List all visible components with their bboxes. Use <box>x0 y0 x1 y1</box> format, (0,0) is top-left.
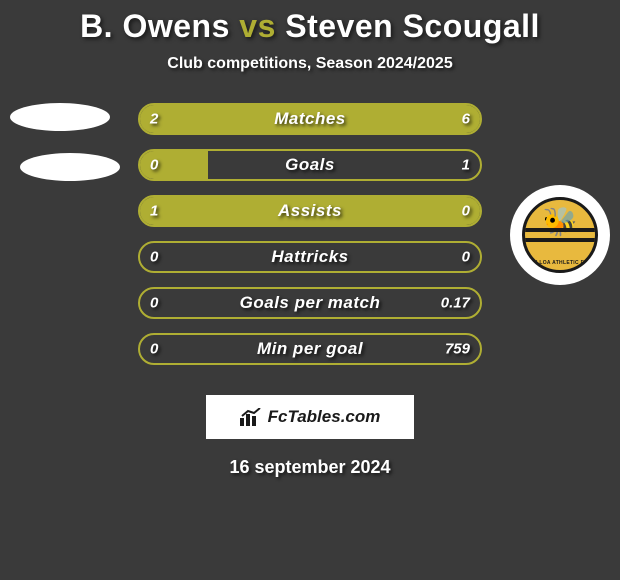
stat-bar: 2Matches6 <box>138 103 482 135</box>
bar-label: Goals per match <box>140 293 480 313</box>
date-text: 16 september 2024 <box>0 457 620 478</box>
stat-bar: 0Min per goal759 <box>138 333 482 365</box>
ellipse-placeholder-icon <box>10 103 110 131</box>
stat-bar: 0Hattricks0 <box>138 241 482 273</box>
stat-bar: 1Assists0 <box>138 195 482 227</box>
club-badge: 🐝 ALLOA ATHLETIC FC <box>510 185 610 285</box>
bar-value-right: 0.17 <box>441 295 470 312</box>
badge-stripes <box>525 228 595 242</box>
chart-area: 🐝 ALLOA ATHLETIC FC 2Matches60Goals11Ass… <box>0 103 620 383</box>
right-club-logo: 🐝 ALLOA ATHLETIC FC <box>510 185 610 285</box>
bar-value-right: 0 <box>462 203 470 220</box>
badge-label: ALLOA ATHLETIC FC <box>525 260 595 266</box>
left-logo-1 <box>10 103 110 131</box>
bar-value-right: 1 <box>462 157 470 174</box>
bar-label: Hattricks <box>140 247 480 267</box>
badge-inner: 🐝 ALLOA ATHLETIC FC <box>522 197 598 273</box>
infographic-container: B. Owens vs Steven Scougall Club competi… <box>0 0 620 580</box>
bar-value-right: 759 <box>445 341 470 358</box>
bar-label: Min per goal <box>140 339 480 359</box>
vs-text: vs <box>239 8 276 44</box>
stat-bar: 0Goals per match0.17 <box>138 287 482 319</box>
bars-container: 2Matches60Goals11Assists00Hattricks00Goa… <box>138 103 482 379</box>
player1-name: B. Owens <box>80 8 230 44</box>
page-title: B. Owens vs Steven Scougall <box>0 8 620 45</box>
ellipse-placeholder-icon <box>20 153 120 181</box>
attribution-text: FcTables.com <box>268 407 381 427</box>
bar-value-right: 6 <box>462 111 470 128</box>
attribution-badge: FcTables.com <box>206 395 414 439</box>
bar-label: Matches <box>140 109 480 129</box>
left-logo-2 <box>20 153 120 181</box>
subtitle: Club competitions, Season 2024/2025 <box>0 55 620 73</box>
player2-name: Steven Scougall <box>285 8 540 44</box>
bar-label: Assists <box>140 201 480 221</box>
bar-label: Goals <box>140 155 480 175</box>
chart-icon <box>240 408 262 426</box>
bar-value-right: 0 <box>462 249 470 266</box>
stat-bar: 0Goals1 <box>138 149 482 181</box>
